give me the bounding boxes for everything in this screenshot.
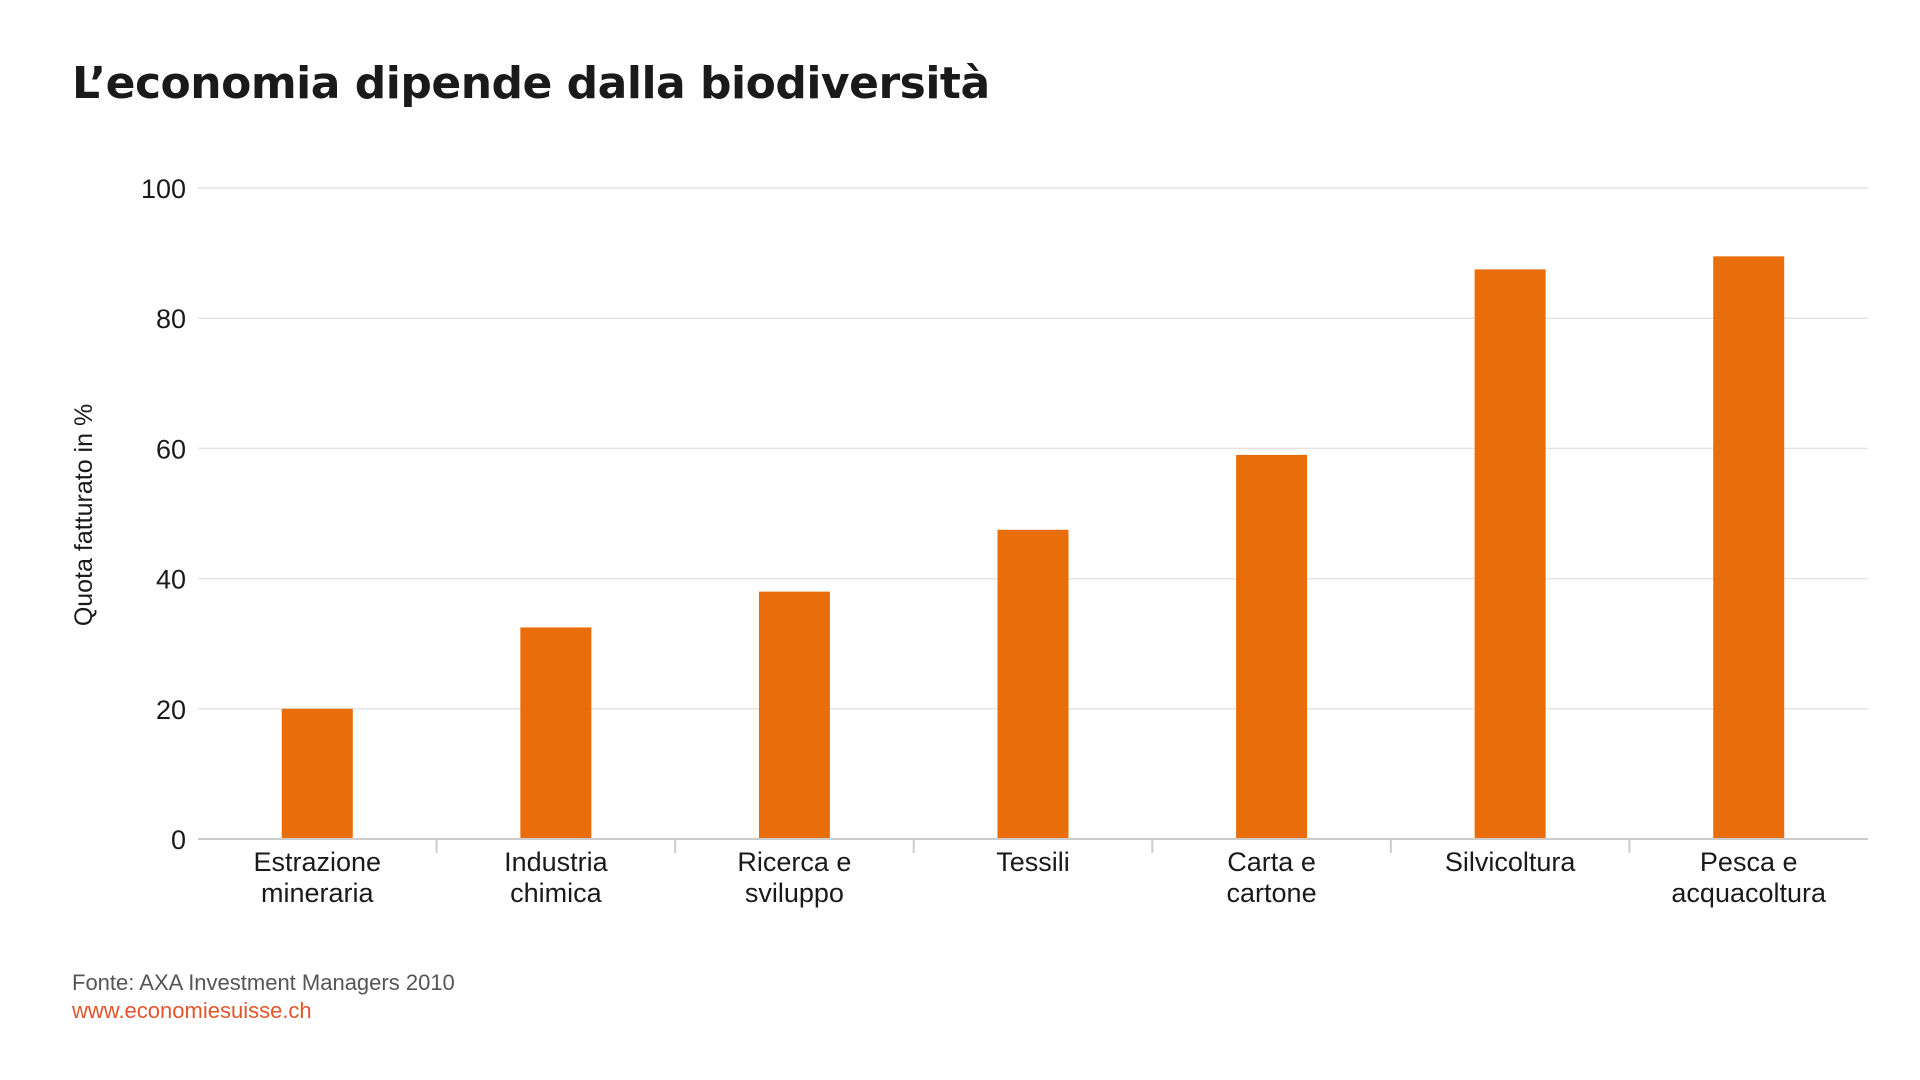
x-category-label: Carta e [1227,847,1316,877]
y-tick-label: 80 [156,304,186,334]
x-category-label: chimica [510,878,603,908]
y-tick-label: 100 [141,174,186,204]
bar [281,708,353,839]
y-tick-label: 40 [156,565,186,595]
y-tick-label: 60 [156,434,186,464]
chart-title: L’economia dipende dalla biodiversità [72,58,990,109]
x-category-label: Estrazione [253,847,381,877]
y-axis-tick-labels: 0 20 40 60 80 100 [141,174,186,855]
bar [758,591,830,839]
x-category-label: Tessili [996,847,1070,877]
x-category-label: cartone [1227,878,1317,908]
bar [520,627,592,839]
bars [281,256,1785,840]
x-category-label: acquacoltura [1671,878,1827,908]
source-url: www.economiesuisse.ch [72,998,312,1023]
y-tick-label: 20 [156,695,186,725]
x-category-label: mineraria [261,878,375,908]
x-category-label: Ricerca e [737,847,851,877]
x-category-label: Silvicoltura [1445,847,1577,877]
bar [1713,256,1785,840]
source-note: Fonte: AXA Investment Managers 2010 [72,970,455,995]
bar [997,529,1069,839]
y-axis-label: Quota fatturato in % [70,404,98,626]
x-category-label: Industria [504,847,609,877]
y-tick-label: 0 [171,825,186,855]
x-category-label: Pesca e [1700,847,1798,877]
x-axis [198,838,1868,853]
x-category-label: sviluppo [745,878,844,908]
bar [1474,269,1546,839]
bar [1236,454,1308,839]
